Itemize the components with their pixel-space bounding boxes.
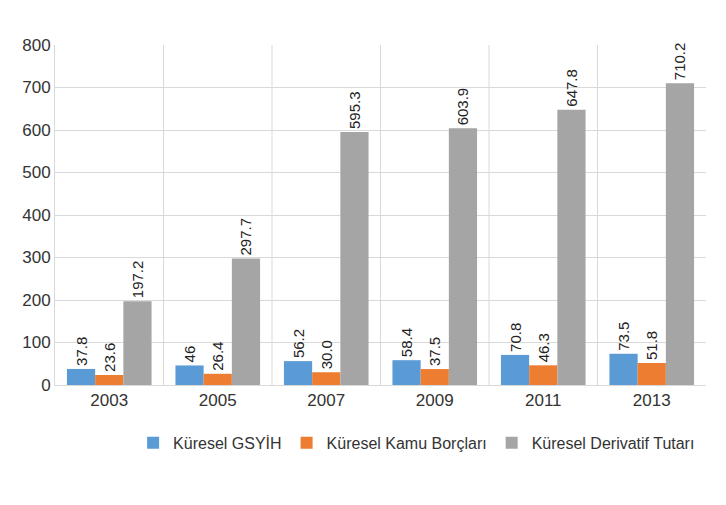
svg-text:2003: 2003 [90,391,128,410]
svg-text:Küresel Derivatif Tutarı: Küresel Derivatif Tutarı [532,435,695,452]
svg-text:297.7: 297.7 [237,218,254,256]
svg-text:46: 46 [181,346,198,363]
svg-text:70.8: 70.8 [507,323,524,352]
svg-text:300: 300 [22,248,50,267]
svg-text:700: 700 [22,78,50,97]
svg-text:2005: 2005 [199,391,237,410]
svg-text:595.3: 595.3 [346,91,363,129]
svg-text:200: 200 [22,291,50,310]
svg-text:51.8: 51.8 [643,331,660,360]
svg-text:2013: 2013 [633,391,671,410]
svg-text:23.6: 23.6 [101,343,118,372]
svg-text:2009: 2009 [416,391,454,410]
svg-text:600: 600 [22,121,50,140]
svg-text:56.2: 56.2 [290,329,307,358]
svg-text:37.8: 37.8 [73,337,90,366]
svg-text:2007: 2007 [307,391,345,410]
svg-text:2011: 2011 [525,391,562,410]
svg-text:0: 0 [41,376,50,395]
svg-text:46.3: 46.3 [535,333,552,362]
svg-text:197.2: 197.2 [129,261,146,299]
svg-text:100: 100 [22,333,50,352]
svg-text:710.2: 710.2 [671,43,688,81]
svg-text:Küresel GSYİH: Küresel GSYİH [173,434,281,452]
svg-text:73.5: 73.5 [615,322,632,351]
svg-text:Küresel Kamu Borçları: Küresel Kamu Borçları [327,435,487,452]
svg-text:647.8: 647.8 [563,69,580,107]
svg-text:37.5: 37.5 [426,337,443,366]
svg-text:30.0: 30.0 [318,340,335,369]
svg-text:800: 800 [22,36,50,55]
svg-text:603.9: 603.9 [454,88,471,126]
svg-text:26.4: 26.4 [209,342,226,371]
svg-text:58.4: 58.4 [398,328,415,357]
svg-text:400: 400 [22,206,50,225]
svg-text:500: 500 [22,163,50,182]
